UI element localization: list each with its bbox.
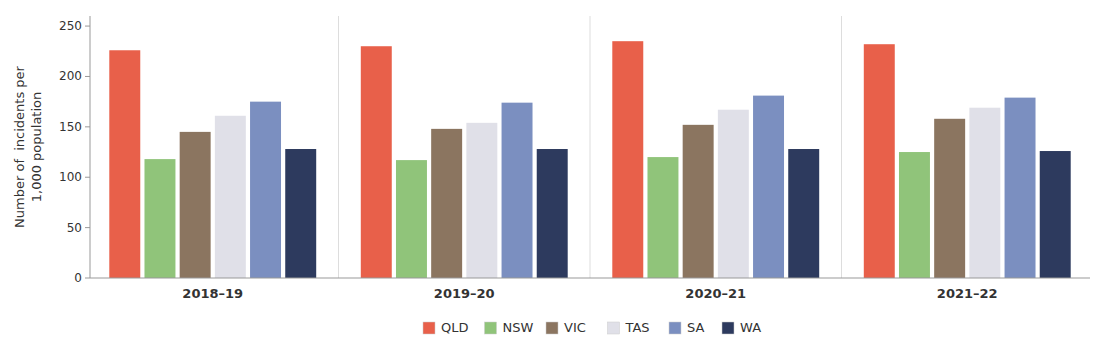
bar: [753, 96, 784, 278]
bar: [683, 125, 714, 278]
y-axis-label: Number of incidents per1,000 population: [12, 65, 44, 228]
chart: 0 50 100 150 200 250 Number of incidents per1,…: [0, 0, 1104, 352]
bar: [788, 149, 819, 278]
legend-swatch: [669, 322, 681, 334]
y-tick: [85, 126, 90, 127]
y-tick-label: 100: [59, 170, 82, 184]
y-tick: [85, 278, 90, 279]
y-tick: [85, 227, 90, 228]
bar: [864, 44, 895, 278]
legend-label: VIC: [564, 320, 586, 335]
legend-label: NSW: [503, 320, 534, 335]
bar: [647, 157, 678, 278]
y-tick-label: 0: [74, 271, 82, 285]
bar: [250, 102, 281, 278]
panel-separator: [841, 16, 842, 278]
panel-separator: [338, 16, 339, 278]
legend-swatch: [546, 322, 558, 334]
bar: [215, 116, 246, 278]
y-axis-label-line: 1,000 population: [29, 92, 44, 203]
bar: [285, 149, 316, 278]
bar: [1040, 151, 1071, 278]
y-tick-label: 200: [59, 69, 82, 83]
bar: [969, 108, 1000, 278]
bar: [396, 160, 427, 278]
y-tick-label: 150: [59, 120, 82, 134]
bar: [502, 103, 533, 278]
y-tick-label: 250: [59, 19, 82, 33]
legend-label: QLD: [441, 320, 469, 335]
legend-swatch: [608, 322, 620, 334]
legend-label: TAS: [625, 320, 650, 335]
bar: [466, 123, 497, 278]
y-axis-line: [90, 16, 91, 278]
y-tick: [85, 177, 90, 178]
bar: [144, 159, 175, 278]
bar: [612, 41, 643, 278]
legend-label: WA: [740, 320, 761, 335]
legend-swatch: [485, 322, 497, 334]
legend-label: SA: [687, 320, 704, 335]
legend: QLD NSW VIC TAS SA WA: [423, 320, 761, 335]
y-tick: [85, 26, 90, 27]
y-axis-label-line: Number of incidents per: [12, 65, 27, 228]
x-tick-label: 2020–21: [685, 286, 746, 301]
y-tick-label: 50: [67, 221, 82, 235]
bar: [718, 110, 749, 278]
x-tick-label: 2018–19: [182, 286, 243, 301]
y-tick: [85, 76, 90, 77]
x-axis-line: [90, 278, 1090, 279]
legend-swatch: [423, 322, 435, 334]
x-tick-label: 2021–22: [937, 286, 998, 301]
panel-separator: [590, 16, 591, 278]
bar: [361, 46, 392, 278]
bar: [109, 50, 140, 278]
bar: [537, 149, 568, 278]
legend-swatch: [722, 322, 734, 334]
bar: [934, 119, 965, 278]
bar: [899, 152, 930, 278]
bar: [431, 129, 462, 278]
bar: [180, 132, 211, 278]
bar: [1005, 98, 1036, 278]
x-tick-label: 2019–20: [434, 286, 495, 301]
